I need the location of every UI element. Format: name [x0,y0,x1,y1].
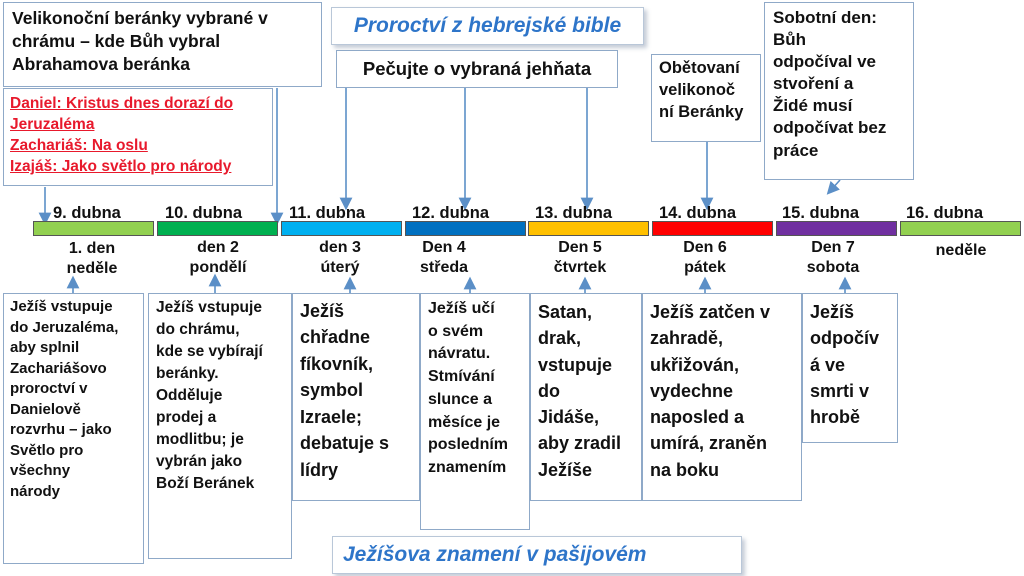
event-text-1: Ježíš vstupuje do Jeruzaléma, aby splnil… [10,298,119,500]
lamb-selection-box: Velikonoční beránky vybrané v chrámu – k… [3,2,322,87]
sacrificed-box: Obětovaní velikonoč ní Beránky [651,54,761,142]
day-sub-1: 1. den neděle [66,240,118,277]
event-box-7: Ježíš odpočív á ve smrti v hrobě [802,293,898,443]
day-date-2: 10. dubna [165,204,243,222]
title-top: Proroctví z hebrejské bible [331,7,644,45]
day-date-6: 14. dubna [659,204,737,222]
day-sub-5: Den 5 čtvrtek [553,239,607,276]
day-date-3: 11. dubna [289,204,366,222]
event-text-2: Ježíš vstupuje do chrámu, kde se vybíraj… [156,299,263,492]
day-bar-6 [652,221,773,236]
sabbath-box: Sobotní den: Bůh odpočíval ve stvoření a… [764,2,914,180]
event-text-5: Satan, drak, vstupuje do Jidáše, aby zra… [538,302,622,480]
prophecy-daniel: Daniel: Kristus dnes dorazí do Jeruzalém… [10,95,234,134]
day-bar-4 [405,221,526,236]
care-lambs-text: Pečujte o vybraná jehňata [362,58,592,79]
event-box-4: Ježíš učí o svém návratu. Stmívání slunc… [420,293,530,530]
day-sub-6: Den 6 pátek [683,239,727,276]
day-bar-3 [281,221,402,236]
event-box-6: Ježíš zatčen v zahradě, ukřižován, vydec… [642,293,802,501]
day-bar-5 [528,221,649,236]
event-box-3: Ježíš chřadne fíkovník, symbol Izraele; … [292,293,420,501]
day-bar-2 [157,221,278,236]
event-text-3: Ježíš chřadne fíkovník, symbol Izraele; … [300,301,390,480]
prophecy-list: Daniel: Kristus dnes dorazí do Jeruzalém… [10,93,266,177]
event-text-6: Ježíš zatčen v zahradě, ukřižován, vydec… [650,302,771,480]
prophecies-box: Daniel: Kristus dnes dorazí do Jeruzalém… [3,88,273,186]
day-bar-8 [900,221,1021,236]
event-text-7: Ježíš odpočív á ve smrti v hrobě [810,302,880,428]
event-text-4: Ježíš učí o svém návratu. Stmívání slunc… [428,300,509,477]
title-bottom-text: Ježíšova znamení v pašijovém [343,543,647,566]
day-date-4: 12. dubna [412,204,490,222]
title-top-text: Proroctví z hebrejské bible [353,14,622,37]
day-bar-7 [776,221,897,236]
day-date-1: 9. dubna [53,204,121,222]
day-sub-8: neděle [935,242,987,259]
sabbath-text: Sobotní den: Bůh odpočíval ve stvoření a… [773,8,887,160]
day-sub-2: den 2 pondělí [189,239,247,276]
care-lambs-box: Pečujte o vybraná jehňata [336,50,618,88]
prophecy-isaiah: Izajáš: Jako světlo pro národy [10,158,232,176]
sacrificed-text: Obětovaní velikonoč ní Beránky [659,59,744,121]
event-box-1: Ježíš vstupuje do Jeruzaléma, aby splnil… [3,293,144,564]
day-sub-3: den 3 úterý [319,239,361,276]
event-box-2: Ježíš vstupuje do chrámu, kde se vybíraj… [148,293,292,559]
lamb-selection-text: Velikonoční beránky vybrané v chrámu – k… [12,8,268,75]
day-date-8: 16. dubna [906,204,984,222]
day-date-7: 15. dubna [782,204,860,222]
event-box-5: Satan, drak, vstupuje do Jidáše, aby zra… [530,293,642,501]
day-sub-4: Den 4 středa [419,239,469,276]
title-bottom: Ježíšova znamení v pašijovém [332,536,742,574]
arrow-sabbath-to-day7 [826,179,841,195]
day-date-5: 13. dubna [535,204,613,222]
day-sub-7: Den 7 sobota [806,239,860,276]
day-bar-1 [33,221,154,236]
prophecy-zechariah: Zachariáš: Na oslu [10,137,148,155]
